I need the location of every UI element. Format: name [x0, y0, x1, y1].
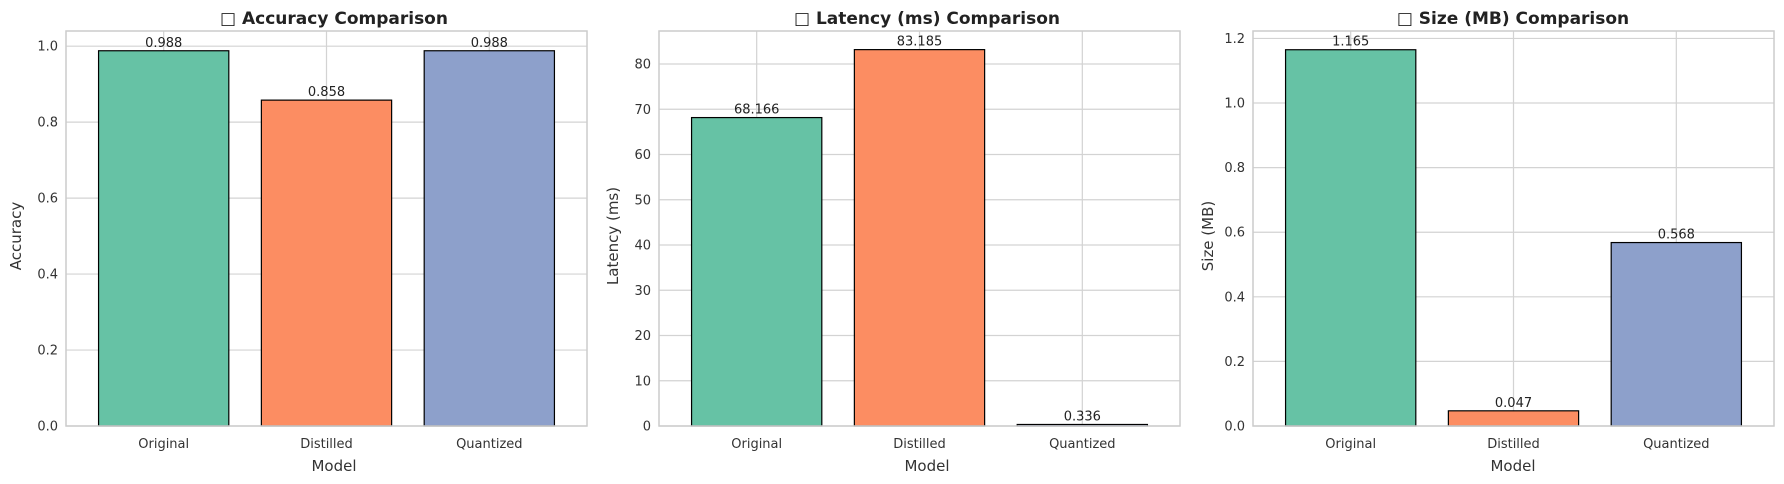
bar-original — [690, 116, 823, 427]
y-tick-label: 0.4 — [37, 268, 58, 283]
data-label: 0.568 — [1658, 228, 1695, 243]
bar-quantized — [1610, 241, 1743, 427]
y-tick-label: 40 — [634, 239, 651, 254]
plot-frame — [658, 30, 1181, 427]
data-label: 1.165 — [1332, 35, 1369, 50]
y-tick-label: 0.6 — [1224, 226, 1245, 241]
y-tick-label: 0.4 — [1224, 290, 1245, 305]
x-tick-label: Original — [1325, 437, 1376, 452]
y-tick-label: 0.0 — [37, 420, 58, 435]
y-tick-label: 0.8 — [1224, 161, 1245, 176]
x-tick-label: Original — [138, 437, 189, 452]
data-label: 68.166 — [734, 103, 780, 118]
y-tick-label: 0.8 — [37, 116, 58, 131]
accuracy-chart-panel: □ Accuracy Comparison Accuracy Model 0.9… — [7, 9, 588, 475]
data-label: 0.988 — [471, 36, 508, 51]
x-axis-label: Model — [311, 457, 356, 475]
plot-frame — [1252, 30, 1775, 427]
size-chart-panel: □ Size (MB) Comparison Size (MB) Model 1… — [1199, 9, 1775, 475]
y-axis-label: Accuracy — [7, 202, 25, 271]
bar-quantized — [423, 50, 556, 427]
y-axis-label: Latency (ms) — [604, 187, 622, 285]
data-label: 0.858 — [308, 85, 345, 100]
y-tick-label: 0.2 — [1224, 355, 1245, 370]
bar-original — [1284, 49, 1417, 427]
y-tick-label: 1.2 — [1224, 32, 1245, 47]
chart-title: □ Latency (ms) Comparison — [794, 9, 1060, 29]
bar-distilled — [1447, 410, 1580, 427]
y-tick-label: 50 — [634, 193, 651, 208]
x-tick-label: Distilled — [893, 437, 946, 452]
bar-original — [97, 50, 230, 427]
y-tick-label: 0.0 — [1224, 420, 1245, 435]
data-label: 0.047 — [1495, 396, 1532, 411]
y-tick-label: 0.2 — [37, 344, 58, 359]
y-axis-label: Size (MB) — [1199, 201, 1217, 272]
bar-distilled — [260, 99, 393, 427]
y-tick-label: 0.6 — [37, 192, 58, 207]
x-tick-label: Quantized — [1643, 437, 1709, 452]
data-label: 83.185 — [897, 35, 943, 50]
y-tick-label: 1.0 — [1224, 97, 1245, 112]
y-tick-label: 0 — [643, 420, 651, 435]
y-tick-label: 70 — [634, 103, 651, 118]
data-label: 0.336 — [1064, 409, 1101, 424]
y-tick-label: 80 — [634, 58, 651, 73]
x-tick-label: Distilled — [300, 437, 353, 452]
y-tick-label: 10 — [634, 374, 651, 389]
plot-frame — [65, 30, 588, 427]
x-tick-label: Original — [731, 437, 782, 452]
x-tick-label: Quantized — [1049, 437, 1115, 452]
y-tick-label: 1.0 — [37, 40, 58, 55]
x-axis-label: Model — [1490, 457, 1535, 475]
latency-chart-panel: □ Latency (ms) Comparison Latency (ms) M… — [604, 9, 1181, 475]
x-tick-label: Distilled — [1487, 437, 1540, 452]
y-tick-label: 30 — [634, 284, 651, 299]
chart-title: □ Accuracy Comparison — [220, 9, 448, 29]
y-tick-label: 20 — [634, 329, 651, 344]
data-label: 0.988 — [145, 36, 182, 51]
y-tick-label: 60 — [634, 148, 651, 163]
x-tick-label: Quantized — [456, 437, 522, 452]
chart-title: □ Size (MB) Comparison — [1397, 9, 1629, 29]
x-axis-label: Model — [904, 457, 949, 475]
bar-distilled — [853, 49, 986, 427]
